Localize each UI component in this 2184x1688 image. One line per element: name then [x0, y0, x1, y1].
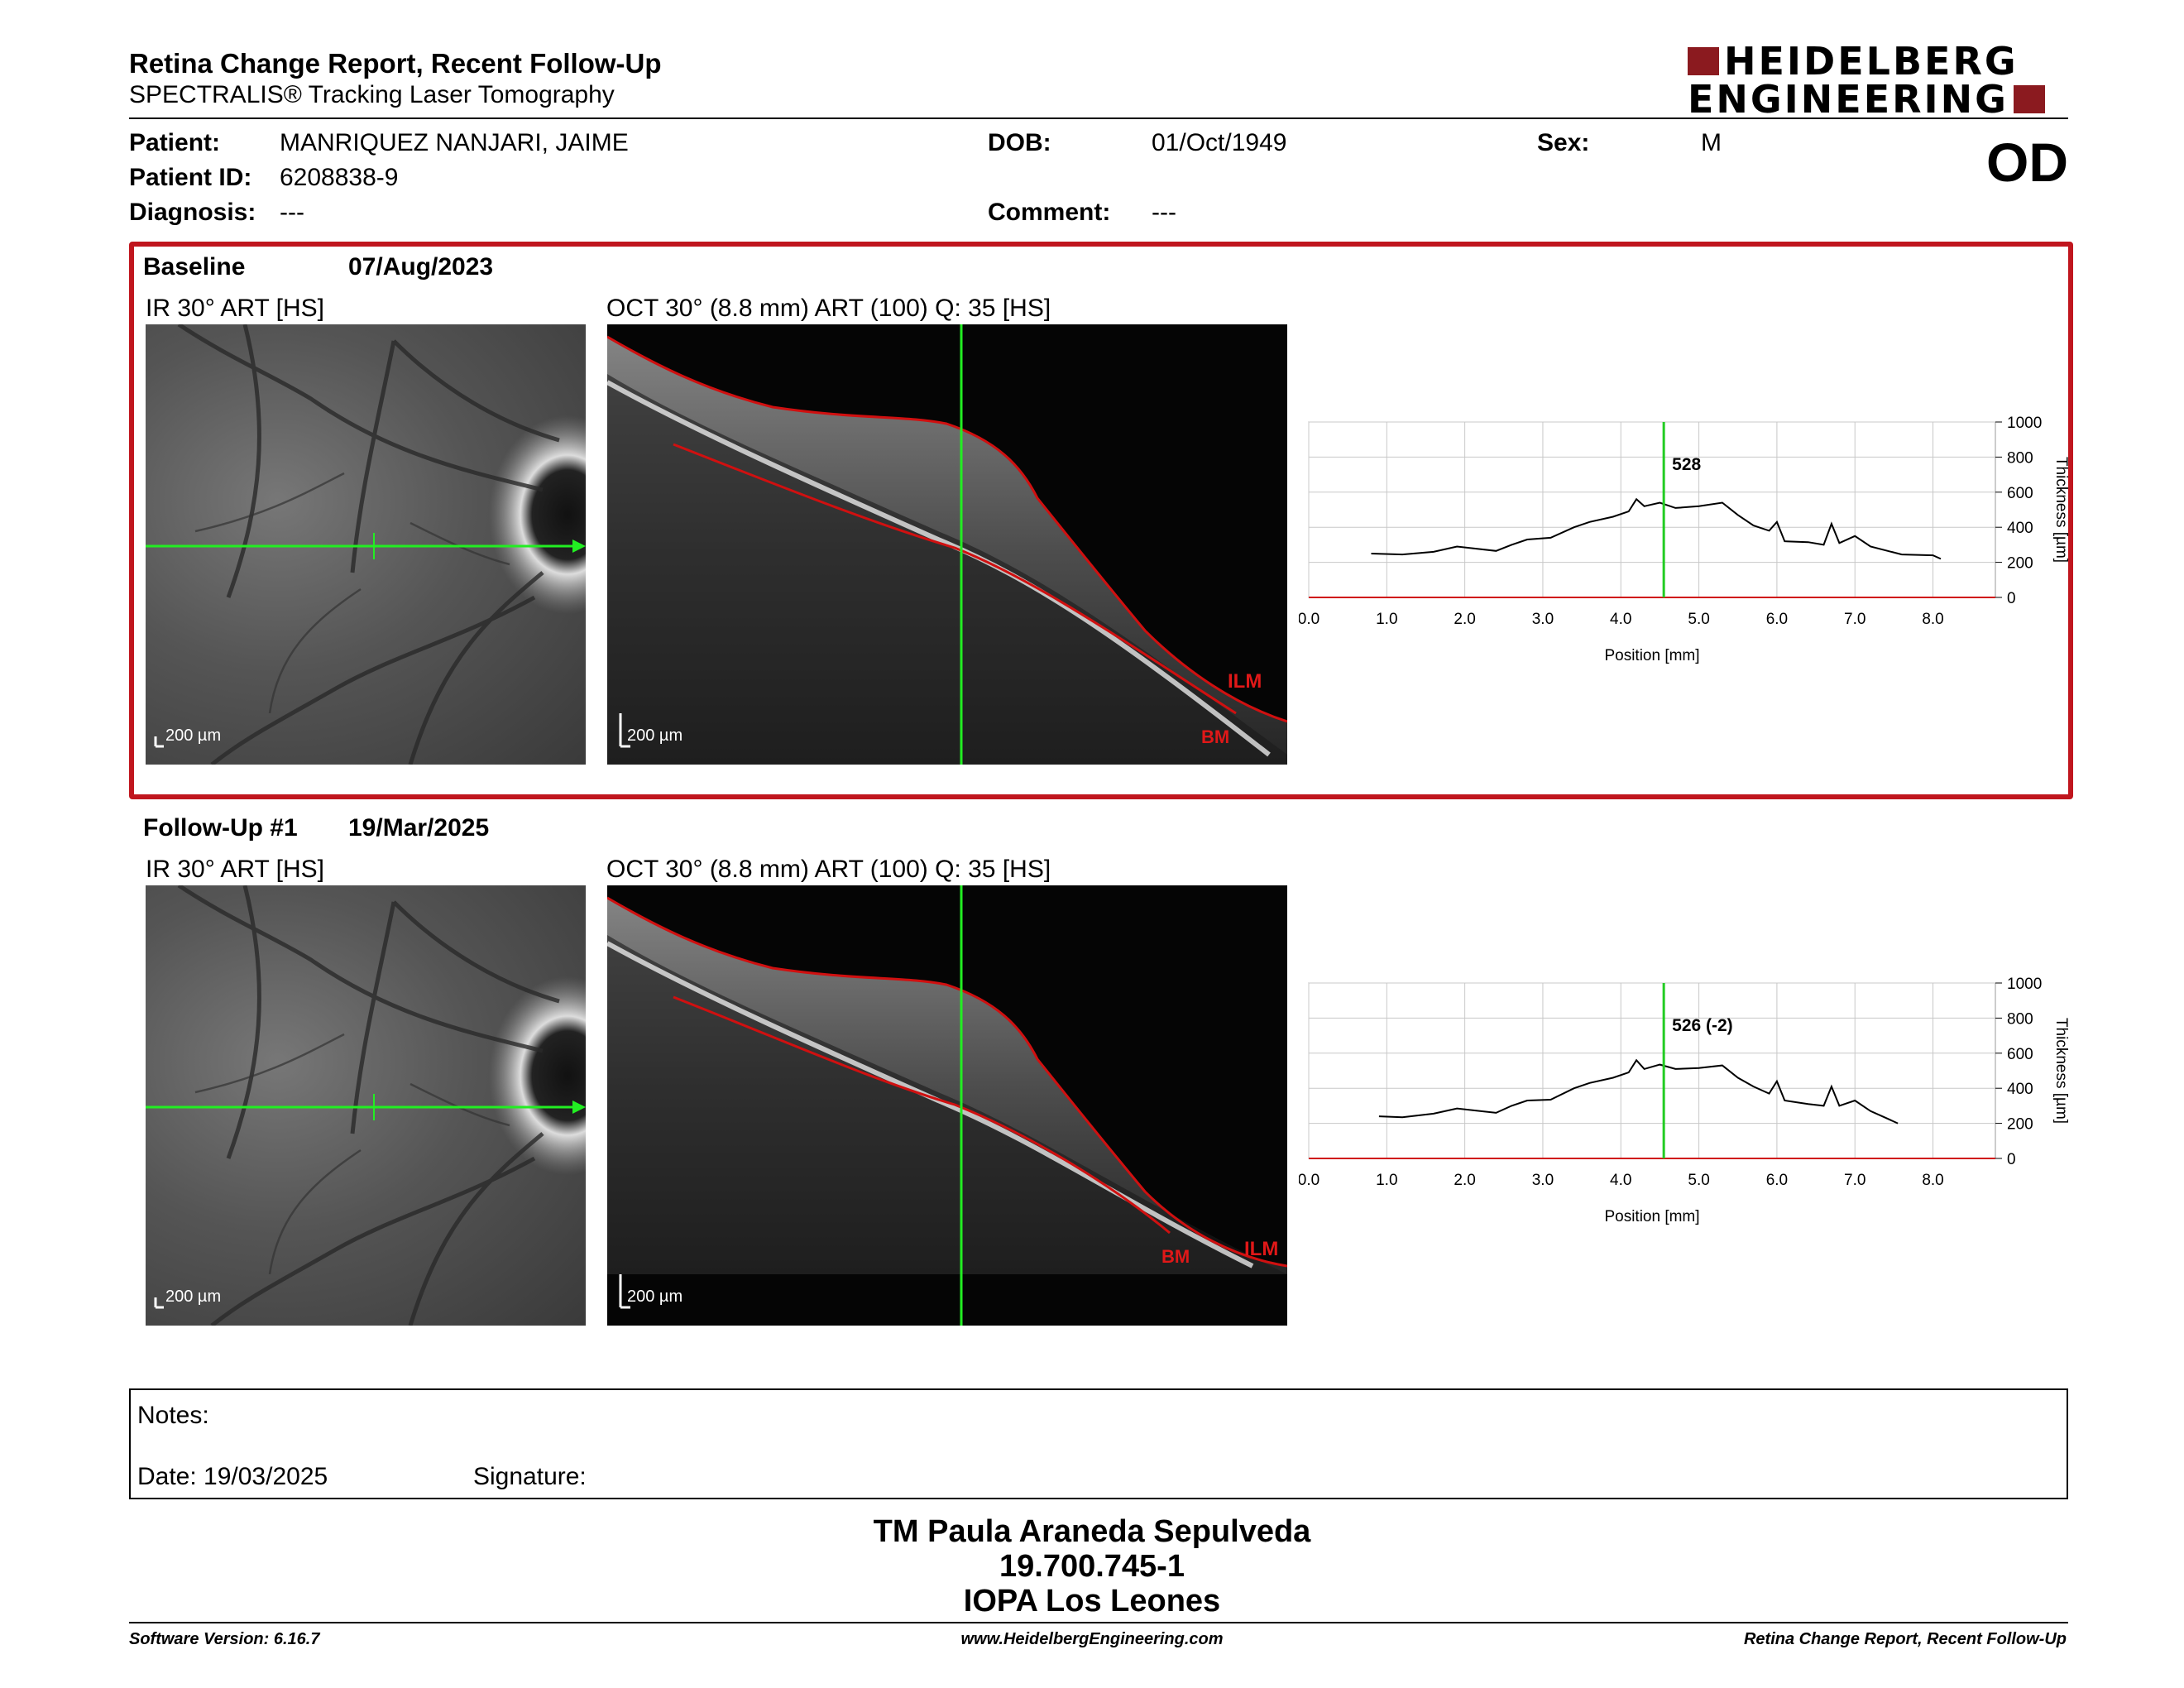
logo-square-icon [2013, 85, 2045, 113]
report-title: Retina Change Report, Recent Follow-Up [129, 48, 662, 79]
y-tick-label: 400 [2007, 1081, 2033, 1098]
plot-area [1308, 421, 1996, 598]
sex-value: M [1701, 129, 1722, 156]
software-version: Software Version: 6.16.7 [129, 1630, 320, 1648]
baseline-section-frame [129, 242, 2073, 799]
marker-value-label: 528 [1672, 455, 1701, 474]
diagnosis-value: --- [280, 199, 304, 226]
y-axis-label: Thickness [µm] [2052, 457, 2070, 563]
baseline-oct-scale-label: 200 µm [627, 727, 683, 745]
thickness-series-line [1371, 497, 1942, 560]
sex-label: Sex: [1537, 129, 1590, 156]
patient-label: Patient: [129, 129, 221, 156]
thickness-series-line [1378, 1058, 1899, 1125]
followup-oct-bscan-image: ILM BM 200 µm [607, 885, 1287, 1326]
footer-rule [129, 1622, 2068, 1623]
baseline-ilm-label: ILM [1228, 670, 1262, 693]
followup-oct-scale-label: 200 µm [627, 1288, 683, 1306]
x-tick-label: 5.0 [1688, 611, 1709, 628]
followup-ir-scale-label: 200 µm [165, 1288, 222, 1306]
patient-id-value: 6208838-9 [280, 164, 399, 191]
y-tick-label: 800 [2007, 449, 2033, 467]
baseline-label: Baseline [143, 253, 246, 281]
x-tick-label: 8.0 [1922, 611, 1943, 628]
x-tick-label: 6.0 [1766, 1172, 1788, 1189]
notes-label: Notes: [137, 1402, 209, 1429]
y-axis-label: Thickness [µm] [2052, 1018, 2070, 1124]
baseline-ir-caption: IR 30° ART [HS] [146, 295, 324, 322]
footer-report-name: Retina Change Report, Recent Follow-Up [1743, 1630, 2067, 1648]
followup-ir-fundus-image: 200 µm [146, 885, 586, 1326]
x-tick-label: 8.0 [1922, 1172, 1943, 1189]
baseline-ir-fundus-image: 200 µm [146, 324, 586, 765]
followup-thickness-chart: 0.0 1.0 2.0 3.0 4.0 5.0 6.0 7.0 8.0 0 200 400 600 800… [1299, 976, 2070, 1225]
baseline-bm-label: BM [1201, 727, 1230, 747]
x-tick-label: 2.0 [1454, 1172, 1475, 1189]
comment-label: Comment: [988, 199, 1111, 226]
notes-box[interactable]: Notes: Date: 19/03/2025 Signature: [129, 1388, 2068, 1499]
baseline-oct-caption: OCT 30° (8.8 mm) ART (100) Q: 35 [HS] [606, 295, 1051, 322]
followup-label: Follow-Up #1 [143, 814, 298, 842]
baseline-thickness-chart: 0.0 1.0 2.0 3.0 4.0 5.0 6.0 7.0 8.0 0 200 400 600 800… [1299, 415, 2070, 664]
x-tick-label: 4.0 [1610, 611, 1631, 628]
logo-line1: HEIDELBERG [1724, 39, 2019, 84]
x-tick-label: 7.0 [1844, 611, 1866, 628]
y-tick-label: 600 [2007, 485, 2033, 502]
x-axis-label: Position [mm] [1604, 647, 1699, 664]
logo-line2: ENGINEERING [1688, 77, 2009, 122]
x-tick-label: 4.0 [1610, 1172, 1631, 1189]
followup-oct-caption: OCT 30° (8.8 mm) ART (100) Q: 35 [HS] [606, 856, 1051, 883]
header-rule [129, 117, 2068, 119]
y-tick-label: 200 [2007, 1116, 2033, 1134]
notes-date: Date: 19/03/2025 [137, 1463, 328, 1490]
patient-id-label: Patient ID: [129, 164, 252, 191]
y-tick-label: 800 [2007, 1010, 2033, 1028]
x-axis-label: Position [mm] [1604, 1208, 1699, 1225]
y-tick-label: 0 [2007, 1151, 2016, 1168]
y-tick-label: 200 [2007, 555, 2033, 573]
baseline-date: 07/Aug/2023 [348, 253, 494, 281]
signer-id: 19.700.745-1 [999, 1549, 1185, 1584]
x-tick-label: 1.0 [1376, 611, 1397, 628]
comment-value: --- [1152, 199, 1176, 226]
marker-value-label: 526 (-2) [1672, 1016, 1733, 1035]
baseline-ir-scale-label: 200 µm [165, 727, 222, 745]
x-tick-label: 0.0 [1299, 1172, 1320, 1189]
report-subtitle: SPECTRALIS® Tracking Laser Tomography [129, 81, 615, 108]
y-tick-label: 400 [2007, 520, 2033, 537]
y-tick-label: 600 [2007, 1046, 2033, 1063]
x-tick-label: 6.0 [1766, 611, 1788, 628]
y-tick-label: 1000 [2007, 976, 2042, 993]
followup-ir-caption: IR 30° ART [HS] [146, 856, 324, 883]
signer-institution: IOPA Los Leones [963, 1584, 1221, 1618]
x-tick-label: 1.0 [1376, 1172, 1397, 1189]
y-tick-label: 1000 [2007, 415, 2042, 432]
plot-area [1308, 982, 1996, 1159]
followup-date: 19/Mar/2025 [348, 814, 490, 842]
x-tick-label: 2.0 [1454, 611, 1475, 628]
diagnosis-label: Diagnosis: [129, 199, 256, 226]
signature-label: Signature: [473, 1463, 587, 1490]
dob-label: DOB: [988, 129, 1051, 156]
signer-name: TM Paula Araneda Sepulveda [873, 1514, 1311, 1549]
baseline-oct-bscan-image: ILM BM 200 µm [607, 324, 1287, 765]
dob-value: 01/Oct/1949 [1152, 129, 1287, 156]
patient-value: MANRIQUEZ NANJARI, JAIME [280, 129, 629, 156]
x-tick-label: 7.0 [1844, 1172, 1866, 1189]
logo-square-icon [1688, 47, 1719, 75]
y-tick-label: 0 [2007, 590, 2016, 607]
x-tick-label: 3.0 [1532, 1172, 1554, 1189]
followup-ilm-label: ILM [1244, 1238, 1279, 1260]
eye-indicator: OD [1986, 132, 2068, 193]
website-link[interactable]: www.HeidelbergEngineering.com [960, 1630, 1224, 1648]
x-tick-label: 0.0 [1299, 611, 1320, 628]
x-tick-label: 5.0 [1688, 1172, 1709, 1189]
x-tick-label: 3.0 [1532, 611, 1554, 628]
followup-bm-label: BM [1161, 1246, 1190, 1267]
